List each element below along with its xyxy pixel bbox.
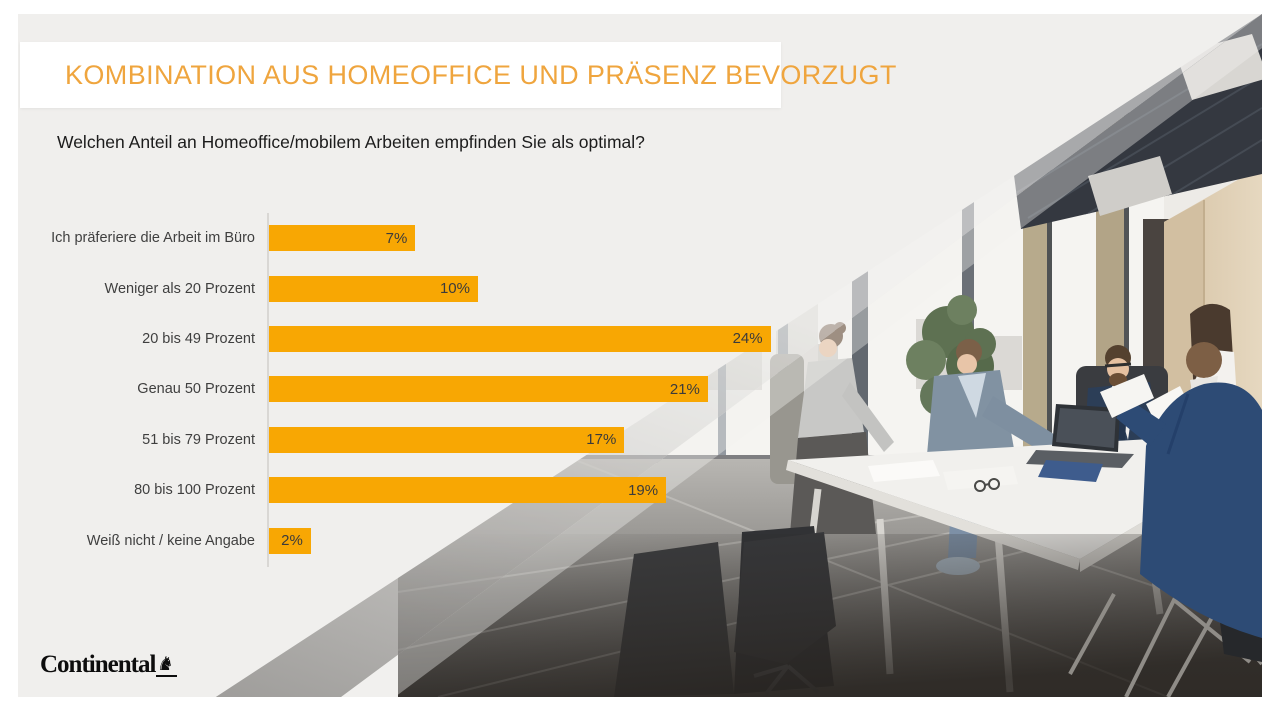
value-label: 17% xyxy=(586,431,617,449)
category-label: 80 bis 100 Prozent xyxy=(134,482,255,499)
survey-question: Welchen Anteil an Homeoffice/mobilem Arb… xyxy=(57,132,645,152)
value-label: 21% xyxy=(669,380,700,398)
slide: KOMBINATION AUS HOMEOFFICE UND PRÄSENZ B… xyxy=(18,14,1262,697)
bar: 2% xyxy=(269,527,311,554)
rearing-horse-icon: ♞ xyxy=(157,653,175,675)
category-label: Genau 50 Prozent xyxy=(137,381,255,398)
chart-row: 20 bis 49 Prozent 24% xyxy=(42,314,771,364)
bar: 10% xyxy=(269,275,478,302)
bar-chart: Ich präferiere die Arbeit im Büro 7% Wenig… xyxy=(42,213,771,566)
value-label: 7% xyxy=(385,229,408,247)
category-label: 51 bis 79 Prozent xyxy=(142,431,255,448)
horse-underline: ♞ xyxy=(156,653,178,677)
bar: 24% xyxy=(269,325,771,352)
category-label: Ich präferiere die Arbeit im Büro xyxy=(51,230,255,247)
chart-row: Weniger als 20 Prozent 10% xyxy=(42,263,771,313)
value-label: 24% xyxy=(732,330,763,348)
category-label: Weiß nicht / keine Angabe xyxy=(86,532,255,549)
page-title: KOMBINATION AUS HOMEOFFICE UND PRÄSENZ B… xyxy=(65,59,897,90)
continental-logo: Continental ♞ xyxy=(40,651,178,678)
chart-rows: Ich präferiere die Arbeit im Büro 7% Wenig… xyxy=(42,213,771,566)
chart-row: Weiß nicht / keine Angabe 2% xyxy=(42,515,771,565)
continental-logo-text: Continental xyxy=(40,651,156,678)
title-box: KOMBINATION AUS HOMEOFFICE UND PRÄSENZ B… xyxy=(20,42,896,108)
chart-row: 51 bis 79 Prozent 17% xyxy=(42,415,771,465)
chart-row: 80 bis 100 Prozent 19% xyxy=(42,465,771,515)
bar: 17% xyxy=(269,426,625,453)
chart-row: Genau 50 Prozent 21% xyxy=(42,364,771,414)
category-label: 20 bis 49 Prozent xyxy=(142,330,255,347)
bar: 19% xyxy=(269,477,667,504)
value-label: 10% xyxy=(439,280,470,298)
value-label: 19% xyxy=(628,481,659,499)
bar: 7% xyxy=(269,225,416,252)
bar: 21% xyxy=(269,376,708,403)
category-label: Weniger als 20 Prozent xyxy=(104,280,255,297)
value-label: 2% xyxy=(281,532,303,550)
chart-row: Ich präferiere die Arbeit im Büro 7% xyxy=(42,213,771,263)
